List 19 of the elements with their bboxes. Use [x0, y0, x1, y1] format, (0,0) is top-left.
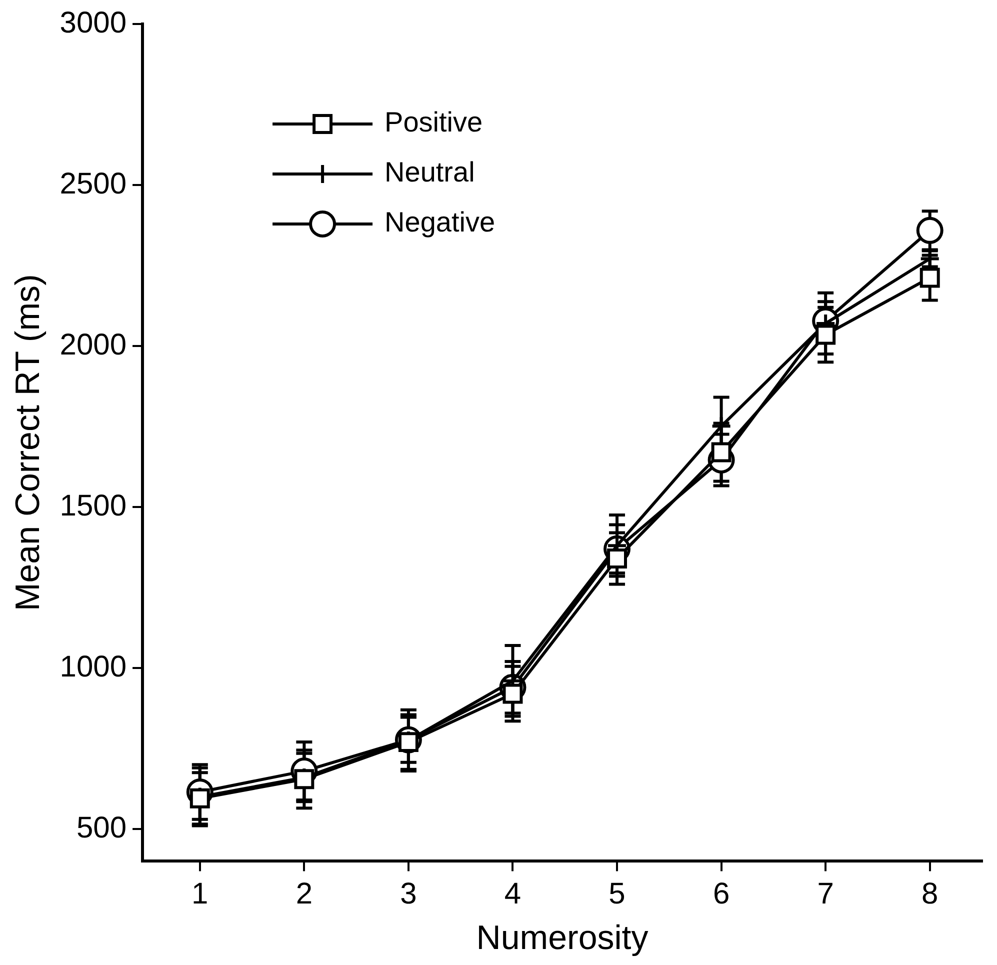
x-tick-label: 4	[504, 877, 522, 910]
x-tick-label: 1	[192, 877, 208, 910]
y-tick-label: 3000	[60, 6, 127, 40]
y-tick-label: 500	[76, 811, 127, 844]
legend-label: Negative	[384, 206, 496, 238]
x-tick-label: 2	[296, 877, 313, 910]
x-tick-label: 5	[608, 877, 626, 910]
x-tick-label: 8	[922, 877, 938, 910]
y-tick-label: 2000	[60, 328, 127, 362]
x-axis-title: Numerosity	[476, 918, 648, 957]
legend-label: Positive	[384, 106, 483, 138]
legend-label: Neutral	[384, 156, 475, 188]
y-tick-label: 1000	[60, 650, 127, 684]
y-tick-label: 2500	[60, 167, 127, 200]
x-tick-label: 7	[817, 877, 834, 910]
x-tick-label: 6	[712, 877, 730, 910]
y-tick-label: 1500	[60, 489, 127, 522]
y-axis-title: Mean Correct RT (ms)	[8, 274, 47, 612]
x-tick-label: 3	[400, 877, 417, 910]
